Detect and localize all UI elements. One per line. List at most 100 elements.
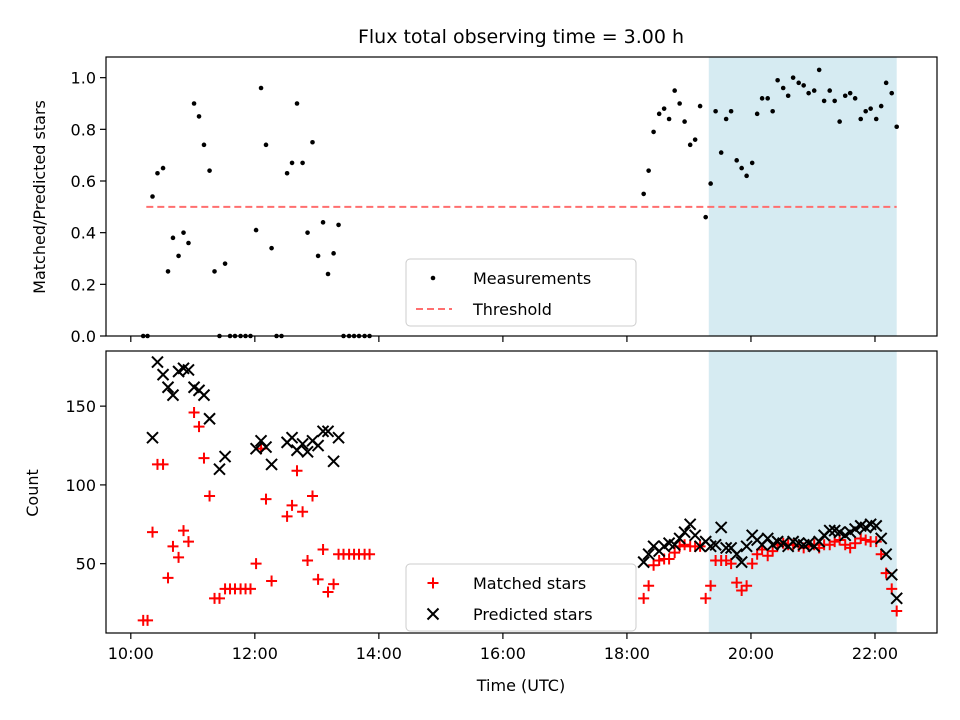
predicted-star-point (688, 529, 702, 542)
matched-star-point (741, 580, 753, 592)
y-tick-label: 0.8 (71, 120, 96, 139)
x-tick-label: 12:00 (232, 644, 278, 663)
measurement-point (325, 271, 331, 277)
y-tick-label: 0.2 (71, 275, 96, 294)
measurement-point (759, 96, 765, 101)
measurement-point (796, 80, 802, 86)
predicted-star-point (890, 592, 903, 605)
measurement-point (661, 106, 667, 111)
measurements-series (140, 67, 899, 339)
predicted-star-point (879, 548, 893, 561)
measurement-point (160, 165, 166, 171)
matched-star-point (844, 542, 856, 554)
predicted-star-point (870, 519, 883, 533)
predicted-star-point (637, 555, 650, 569)
predicted-star-point (146, 431, 159, 444)
ratio-x-ticks (130, 336, 876, 342)
y-tick-label: 100 (65, 476, 96, 495)
measurement-point (165, 269, 171, 274)
matched-star-point (204, 490, 216, 502)
measurement-point (718, 150, 724, 155)
predicted-star-point (332, 431, 345, 444)
predicted-star-point (735, 555, 748, 569)
measurement-point (651, 129, 656, 135)
matched-star-point (147, 526, 159, 538)
measurement-point (196, 114, 202, 119)
matched-star-point (638, 592, 650, 604)
matched-star-point (648, 559, 660, 571)
measurement-point (723, 116, 729, 122)
matched-star-point (266, 575, 278, 587)
legend-predicted-marker (426, 607, 440, 621)
predicted-star-point (740, 540, 753, 553)
measurement-point (728, 108, 734, 114)
predicted-star-point (642, 548, 655, 561)
observing-window-span-top (708, 57, 897, 336)
matched-star-point (260, 493, 272, 505)
measurement-point (646, 168, 651, 173)
predicted-star-point (683, 518, 697, 531)
matched-star-point (297, 506, 309, 518)
legend-box (405, 258, 637, 327)
matched-star-point (307, 490, 319, 502)
measurement-point (284, 170, 290, 176)
matched-star-point (182, 536, 194, 548)
measurement-point (170, 235, 176, 241)
measurement-point (878, 103, 884, 109)
measurement-point (734, 158, 739, 163)
predicted-star-point (213, 462, 226, 476)
measurement-point (790, 75, 796, 80)
y-tick-label: 0.6 (71, 172, 96, 191)
count-x-ticks: 10:00 12:00 14:00 16:00 18:00 20:00 22:00 (108, 633, 898, 663)
legend-matched-marker (427, 577, 439, 589)
x-axis-label: Time (UTC) (476, 676, 565, 695)
matched-star-point (870, 536, 882, 548)
measurement-point (873, 116, 879, 122)
y-tick-label: 0.0 (71, 327, 96, 346)
measurement-point (222, 261, 228, 266)
measurement-point (837, 119, 842, 124)
y-tick-label: 50 (76, 555, 96, 574)
measurement-point (852, 96, 858, 101)
x-tick-label: 16:00 (480, 644, 526, 663)
matched-star-point (725, 558, 737, 570)
observing-window-span-bottom (708, 351, 897, 633)
measurement-point (739, 165, 744, 171)
measurement-point (666, 116, 672, 122)
measurement-point (697, 103, 703, 109)
matched-star-point (178, 525, 190, 537)
observing-window-band (708, 57, 897, 336)
predicted-star-point (885, 568, 898, 581)
matched-star-point (173, 551, 185, 563)
measurement-point (258, 85, 264, 91)
ratio-panel-frame (105, 56, 938, 337)
measurement-point (811, 88, 817, 93)
legend-entry-label: Matched stars (473, 574, 586, 593)
measurement-point (176, 253, 181, 259)
measurement-point (868, 106, 873, 111)
measurement-point (253, 227, 259, 233)
measurement-point (847, 90, 853, 96)
measurement-point (641, 191, 646, 197)
matched-star-point (312, 573, 324, 585)
matched-star-point (855, 532, 867, 544)
predicted-star-point (161, 381, 175, 394)
matched-star-point (746, 558, 758, 570)
measurement-point (744, 173, 749, 179)
matched-star-point (188, 406, 200, 418)
legend-entry-label: Predicted stars (473, 605, 593, 624)
predicted-star-point (296, 437, 309, 451)
measurement-point (703, 214, 708, 220)
measurement-point (749, 160, 755, 166)
matched-star-point (286, 499, 298, 511)
predicted-star-point (730, 548, 743, 561)
matched-star-point (700, 592, 712, 604)
predicted-star-point (265, 458, 278, 471)
matched-star-point (302, 555, 314, 567)
predicted-star-point (719, 541, 733, 555)
measurement-point (269, 245, 274, 251)
matched-star-point (860, 534, 872, 546)
measurement-point (765, 96, 770, 101)
measurement-point (682, 119, 687, 124)
legend-entry-label: Measurements (473, 269, 591, 288)
